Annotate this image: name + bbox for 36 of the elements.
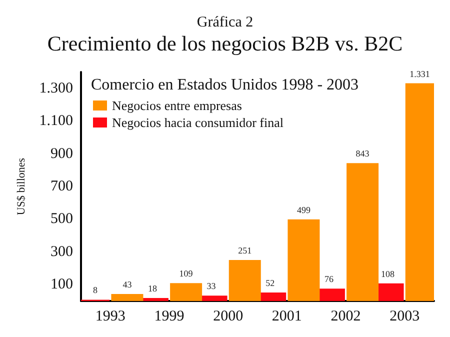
data-label: 843 [356,148,370,159]
bar [111,294,144,301]
y-tick-label: 700 [50,178,73,194]
x-tick-label: 2002 [330,308,361,324]
data-label: 1.331 [410,68,430,79]
annotation: Comercio en Estados Unidos 1998 - 2003 [91,76,359,94]
x-tick-label: 2001 [272,308,302,324]
x-tick-label: 2003 [390,308,420,324]
bar [170,283,202,301]
data-label: 76 [324,274,334,284]
y-tick-label: 500 [50,211,73,228]
y-tick-label: 300 [50,244,73,260]
data-label: 108 [381,268,396,279]
y-tick-label: 100 [50,276,73,293]
data-label: 43 [122,279,132,290]
x-tick-label: 1999 [154,308,184,324]
x-tick-label: 2000 [213,308,244,324]
chart-title: Gráfica 2 [196,14,254,30]
bar [228,260,261,301]
legend-label: Negocios entre empresas [112,98,242,113]
data-label: 18 [148,284,158,294]
data-label: 251 [238,245,252,256]
data-label: 33 [206,281,216,292]
x-tick-label: 1993 [95,308,126,324]
y-tick-label: 900 [50,146,73,162]
data-label: 52 [266,278,275,288]
data-label: 8 [93,285,98,296]
data-label: 499 [296,204,311,215]
bar [288,219,320,301]
bar [346,163,379,301]
y-axis-title: US$ billones [16,158,28,216]
y-tick-label: 1.100 [39,113,73,130]
data-label: 109 [179,268,194,279]
chart-subtitle: Crecimiento de los negocios B2B vs. B2C [47,32,403,56]
legend-label: Negocios hacia consumidor final [112,115,284,130]
y-tick-label: 1.300 [39,80,73,96]
